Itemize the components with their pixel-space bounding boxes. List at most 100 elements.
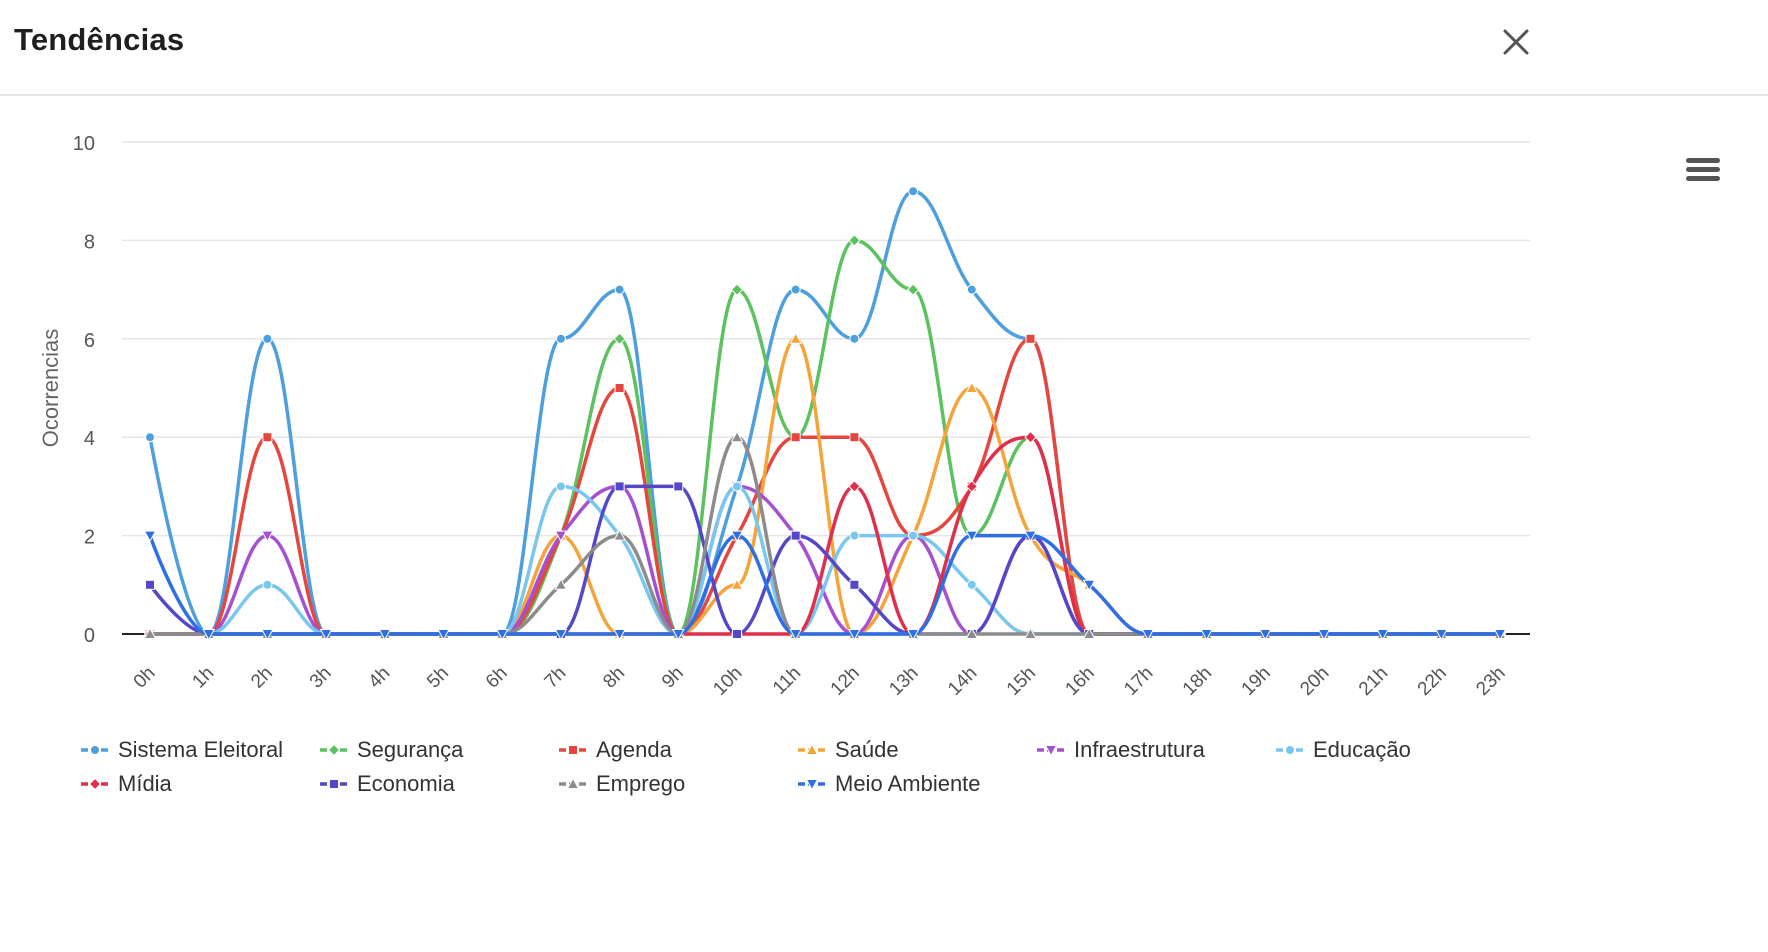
legend-label: Economia — [357, 771, 455, 796]
data-point-emprego[interactable] — [1024, 627, 1037, 639]
data-point-midia[interactable] — [965, 480, 979, 493]
data-point-emprego[interactable] — [554, 578, 568, 590]
chart-menu-button[interactable] — [1680, 152, 1726, 192]
data-point-sistema-eleitoral[interactable] — [145, 432, 155, 443]
data-point-seguranca[interactable] — [613, 332, 626, 346]
x-tick-label: 0h — [130, 663, 160, 693]
data-point-sistema-eleitoral[interactable] — [555, 333, 566, 344]
data-point-midia[interactable] — [848, 480, 861, 493]
data-point-meio-ambiente[interactable] — [789, 629, 803, 641]
data-point-economia[interactable] — [614, 481, 625, 492]
data-point-educacao[interactable] — [732, 481, 742, 492]
legend-symbol — [798, 779, 826, 791]
data-point-meio-ambiente[interactable] — [1082, 579, 1096, 592]
data-point-sistema-eleitoral[interactable] — [966, 284, 977, 295]
legend-item-emprego[interactable]: Emprego — [558, 770, 685, 798]
data-point-educacao[interactable] — [555, 481, 566, 492]
legend-item-seguranca[interactable]: Segurança — [319, 736, 463, 764]
data-point-seguranca[interactable] — [906, 283, 920, 296]
data-point-educacao[interactable] — [849, 530, 860, 541]
data-point-saude[interactable] — [789, 332, 803, 344]
data-point-meio-ambiente[interactable] — [671, 629, 685, 641]
legend-marker[interactable] — [329, 779, 339, 789]
data-point-meio-ambiente[interactable] — [965, 530, 979, 543]
data-point-meio-ambiente[interactable] — [1317, 629, 1331, 641]
data-point-saude[interactable] — [965, 381, 979, 393]
data-point-sistema-eleitoral[interactable] — [614, 284, 625, 295]
data-point-meio-ambiente[interactable] — [613, 629, 626, 641]
data-point-meio-ambiente[interactable] — [261, 629, 274, 641]
legend-item-economia[interactable]: Economia — [319, 770, 455, 798]
data-point-educacao[interactable] — [908, 530, 919, 541]
legend-item-educacao[interactable]: Educação — [1275, 736, 1411, 764]
y-tick-label: 4 — [84, 428, 95, 450]
legend-marker[interactable] — [805, 779, 819, 791]
legend-item-infraestrutura[interactable]: Infraestrutura — [1036, 736, 1205, 764]
legend-label: Emprego — [596, 771, 686, 796]
data-point-saude[interactable] — [730, 578, 744, 590]
data-point-economia[interactable] — [673, 481, 684, 492]
data-point-meio-ambiente[interactable] — [906, 629, 920, 641]
data-point-emprego[interactable] — [613, 529, 626, 541]
data-point-meio-ambiente[interactable] — [554, 629, 568, 641]
data-point-sistema-eleitoral[interactable] — [908, 186, 919, 197]
data-point-emprego[interactable] — [1082, 627, 1096, 639]
data-point-emprego[interactable] — [965, 627, 979, 639]
data-point-economia[interactable] — [145, 579, 155, 590]
data-point-meio-ambiente[interactable] — [1376, 629, 1390, 641]
data-point-meio-ambiente[interactable] — [848, 629, 861, 641]
data-point-seguranca[interactable] — [848, 234, 861, 247]
legend-marker[interactable] — [566, 777, 580, 789]
data-point-economia[interactable] — [790, 530, 801, 541]
legend-symbol — [81, 745, 109, 755]
data-point-midia[interactable] — [1024, 430, 1037, 444]
data-point-agenda[interactable] — [614, 383, 625, 393]
data-point-meio-ambiente[interactable] — [437, 629, 450, 641]
data-point-meio-ambiente[interactable] — [319, 629, 333, 641]
data-point-sistema-eleitoral[interactable] — [849, 333, 860, 344]
data-point-meio-ambiente[interactable] — [378, 629, 392, 641]
data-point-agenda[interactable] — [849, 432, 860, 443]
data-point-sistema-eleitoral[interactable] — [262, 333, 273, 344]
data-point-meio-ambiente[interactable] — [1141, 629, 1155, 641]
legend-marker[interactable] — [327, 743, 341, 757]
x-axis-ticks: 0h 1h 2h 3h 4h 5h 6h 7h 8h 9h 10h 11h 12h 13h 14h 15h 16… — [130, 663, 1510, 700]
data-point-agenda[interactable] — [790, 432, 801, 443]
legend-item-agenda[interactable]: Agenda — [558, 736, 672, 764]
data-point-meio-ambiente[interactable] — [1024, 530, 1037, 543]
legend-marker[interactable] — [568, 745, 578, 755]
data-point-meio-ambiente[interactable] — [1258, 629, 1272, 641]
data-point-meio-ambiente[interactable] — [143, 530, 157, 543]
legend-marker[interactable] — [805, 743, 819, 755]
legend-marker[interactable] — [88, 777, 102, 791]
data-point-meio-ambiente[interactable] — [1200, 629, 1213, 641]
data-point-sistema-eleitoral[interactable] — [790, 284, 801, 295]
legend-marker[interactable] — [1044, 745, 1058, 757]
data-point-meio-ambiente[interactable] — [730, 530, 744, 543]
data-point-meio-ambiente[interactable] — [1493, 629, 1507, 641]
close-button[interactable] — [1496, 22, 1536, 62]
series-line-meio-ambiente[interactable] — [148, 533, 1502, 636]
data-point-infraestrutura[interactable] — [554, 530, 568, 543]
data-point-infraestrutura[interactable] — [261, 530, 274, 543]
data-point-meio-ambiente[interactable] — [1435, 629, 1448, 641]
legend-symbol — [559, 745, 587, 755]
legend-item-sistema-eleitoral[interactable]: Sistema Eleitoral — [80, 736, 283, 764]
data-point-meio-ambiente[interactable] — [495, 629, 509, 641]
data-point-agenda[interactable] — [1025, 333, 1036, 344]
data-point-seguranca[interactable] — [730, 283, 744, 296]
data-point-emprego[interactable] — [730, 430, 744, 443]
data-point-meio-ambiente[interactable] — [202, 629, 216, 641]
data-point-educacao[interactable] — [262, 579, 273, 590]
data-point-economia[interactable] — [732, 629, 742, 639]
data-point-agenda[interactable] — [262, 432, 273, 443]
legend-item-midia[interactable]: Mídia — [80, 770, 172, 798]
data-point-economia[interactable] — [849, 579, 860, 590]
legend-marker[interactable] — [1285, 745, 1295, 755]
legend-marker[interactable] — [90, 745, 100, 755]
legend-item-meio-ambiente[interactable]: Meio Ambiente — [797, 770, 981, 798]
legend-item-saude[interactable]: Saúde — [797, 736, 899, 764]
data-point-educacao[interactable] — [966, 579, 977, 590]
legend-symbol — [81, 777, 109, 791]
data-point-emprego[interactable] — [143, 627, 157, 639]
